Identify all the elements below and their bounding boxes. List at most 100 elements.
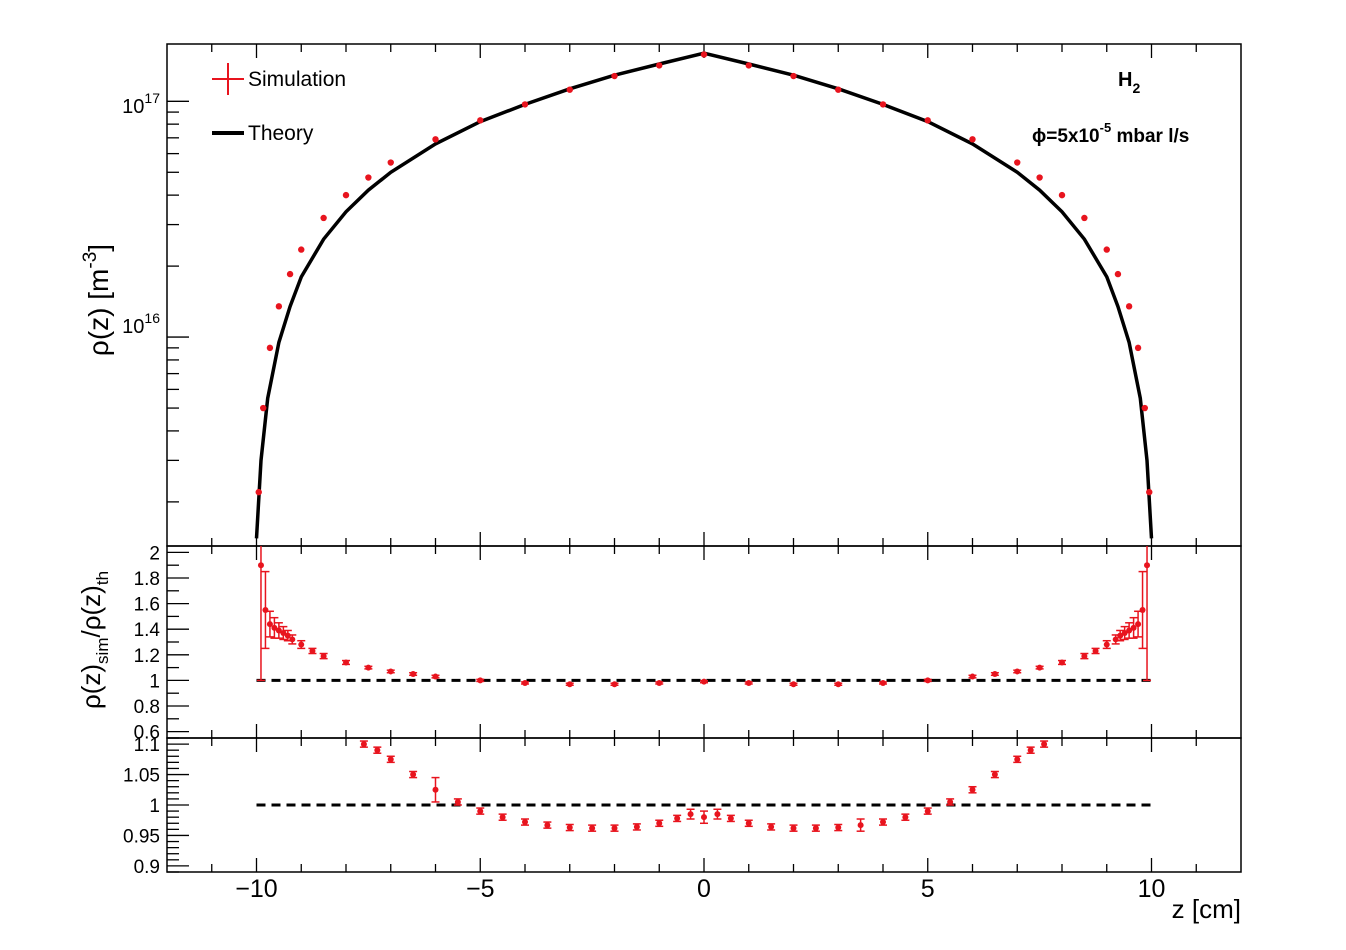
ratio-point xyxy=(1014,668,1021,675)
top-y-tick-label: 1016 xyxy=(122,310,160,338)
x-tick-label: −10 xyxy=(235,875,277,903)
bottom-y-tick-labels: 0.9 0.95 1 1.05 1.1 xyxy=(123,735,160,878)
simulation-point xyxy=(320,214,327,222)
middle-y-tick-label: 1.2 xyxy=(134,646,160,667)
ratio-zoom-point xyxy=(611,825,618,832)
ratio-point xyxy=(387,668,394,675)
ratio-point xyxy=(969,673,976,680)
middle-y-tick-label: 2 xyxy=(149,543,160,564)
ratio-zoom-point xyxy=(701,814,707,821)
ratio-point xyxy=(1121,630,1128,637)
x-tick-labels: −10 −5 0 5 10 xyxy=(235,875,1165,903)
ratio-zoom-series-points xyxy=(359,740,1049,832)
bottom-y-tick-label: 1.05 xyxy=(123,766,160,787)
middle-panel-frame xyxy=(166,545,1242,739)
middle-y-tick-label: 1.6 xyxy=(134,595,160,616)
ratio-zoom-point xyxy=(880,819,886,826)
bottom-y-tick-label: 0.95 xyxy=(123,826,160,847)
ratio-zoom-point xyxy=(790,825,797,832)
top-y-tick-label: 1017 xyxy=(122,90,160,118)
ratio-zoom-point xyxy=(687,811,694,818)
simulation-point xyxy=(566,86,573,93)
ratio-point xyxy=(1126,627,1133,634)
bottom-panel-ticks xyxy=(167,737,1197,873)
ratio-point xyxy=(1081,653,1088,660)
ratio-zoom-point xyxy=(374,747,381,754)
simulation-point xyxy=(1146,488,1153,496)
simulation-point xyxy=(1058,191,1066,199)
simulation-point xyxy=(1114,270,1122,278)
ratio-point xyxy=(280,630,287,637)
simulation-point xyxy=(387,159,394,166)
ratio-point xyxy=(432,673,439,680)
ratio-zoom-point xyxy=(454,798,461,805)
ratio-zoom-point xyxy=(1041,741,1048,748)
ratio-point xyxy=(611,681,618,688)
ratio-zoom-point xyxy=(924,808,931,815)
chart-legend: Simulation Theory xyxy=(212,63,346,145)
middle-y-tick-label: 0.6 xyxy=(134,723,160,744)
bottom-y-tick-label: 0.9 xyxy=(134,857,160,878)
ratio-point xyxy=(566,681,573,688)
x-tick-label: 0 xyxy=(697,875,711,903)
simulation-point xyxy=(1014,159,1021,166)
simulation-point xyxy=(342,191,350,199)
simulation-point xyxy=(477,117,484,124)
ratio-zoom-point xyxy=(566,824,573,831)
ratio-point xyxy=(365,664,372,671)
ratio-zoom-point xyxy=(991,771,998,778)
x-axis-title: z [cm] xyxy=(1172,894,1241,924)
middle-y-tick-label: 0.8 xyxy=(134,697,160,718)
simulation-point xyxy=(432,136,439,143)
simulation-point xyxy=(255,488,262,496)
ratio-point xyxy=(262,607,269,613)
ratio-point xyxy=(924,677,931,684)
ratio-zoom-point xyxy=(499,814,506,821)
simulation-point xyxy=(924,117,931,124)
simulation-point xyxy=(521,101,529,108)
x-tick-label: 5 xyxy=(921,875,935,903)
gas-annotation: H2 xyxy=(1118,69,1140,96)
ratio-zoom-point xyxy=(522,819,528,826)
simulation-point xyxy=(1125,303,1133,310)
simulation-point xyxy=(611,72,618,80)
ratio-zoom-point xyxy=(387,756,394,763)
ratio-point xyxy=(1059,659,1065,666)
theory-series-line xyxy=(254,51,1154,539)
ratio-series-points xyxy=(256,546,1152,688)
simulation-point xyxy=(1141,404,1148,412)
simulation-point xyxy=(260,404,267,412)
ratio-point xyxy=(298,641,305,648)
middle-panel-ticks xyxy=(167,546,1197,738)
ratio-zoom-point xyxy=(969,786,976,793)
ratio-zoom-point xyxy=(589,825,596,832)
ratio-y-axis-title: ρ(z)sim/ρ(z)th xyxy=(76,571,112,709)
ratio-zoom-point xyxy=(477,808,484,815)
ratio-point xyxy=(309,647,316,654)
bottom-y-tick-label: 1 xyxy=(149,796,160,817)
ratio-zoom-point xyxy=(633,823,640,830)
ratio-point xyxy=(1130,624,1137,631)
simulation-point xyxy=(298,246,305,253)
top-panel-ticks xyxy=(167,44,1197,546)
ratio-point xyxy=(1117,632,1124,639)
ratio-zoom-point xyxy=(674,815,681,822)
ratio-zoom-point xyxy=(857,822,864,829)
ratio-point xyxy=(745,679,752,686)
ratio-point xyxy=(991,671,998,677)
ratio-zoom-point xyxy=(947,798,954,805)
ratio-zoom-point xyxy=(812,825,819,832)
ratio-zoom-point xyxy=(714,811,721,818)
ratio-point xyxy=(790,681,797,688)
simulation-point xyxy=(790,72,797,80)
ratio-point xyxy=(271,624,278,631)
ratio-point xyxy=(522,679,528,686)
flow-annotation: ϕ=5x10-5 mbar l/s xyxy=(1032,120,1189,147)
ratio-zoom-point xyxy=(1027,747,1034,754)
ratio-zoom-point xyxy=(835,824,842,831)
ratio-point xyxy=(477,677,484,684)
middle-y-tick-labels: 0.6 0.8 1 1.2 1.4 1.6 1.8 2 xyxy=(134,543,161,743)
ratio-zoom-point xyxy=(727,815,734,822)
